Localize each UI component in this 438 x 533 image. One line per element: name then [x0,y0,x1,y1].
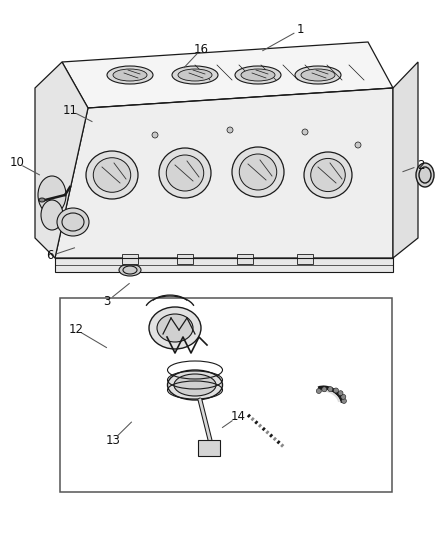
Ellipse shape [178,69,212,81]
Ellipse shape [107,66,153,84]
Polygon shape [55,88,393,258]
Ellipse shape [39,198,45,202]
Polygon shape [62,42,393,108]
Text: 16: 16 [194,43,209,55]
Ellipse shape [295,66,341,84]
Circle shape [328,386,333,392]
Circle shape [152,132,158,138]
Text: 12: 12 [68,323,83,336]
Ellipse shape [301,69,335,81]
Ellipse shape [62,213,84,231]
Ellipse shape [304,152,352,198]
Circle shape [341,394,346,399]
Bar [177,254,193,264]
Ellipse shape [239,154,277,190]
Polygon shape [55,258,393,272]
Ellipse shape [38,176,66,214]
Circle shape [322,387,327,392]
Ellipse shape [172,66,218,84]
Bar [198,440,220,456]
Ellipse shape [174,374,216,396]
Ellipse shape [419,167,431,183]
Polygon shape [35,62,88,258]
Circle shape [338,391,343,395]
Text: 6: 6 [46,249,54,262]
Circle shape [227,127,233,133]
Ellipse shape [86,151,138,199]
Text: 11: 11 [63,104,78,117]
Ellipse shape [235,66,281,84]
Ellipse shape [113,69,147,81]
Ellipse shape [93,158,131,192]
Bar [297,254,313,264]
Circle shape [302,129,308,135]
Bar [122,254,138,264]
Ellipse shape [157,314,193,342]
Text: 3: 3 [104,295,111,308]
Ellipse shape [159,148,211,198]
Ellipse shape [167,370,223,400]
Text: 2: 2 [417,159,424,172]
Ellipse shape [166,155,204,191]
Text: 13: 13 [106,434,120,447]
Circle shape [316,389,321,393]
Ellipse shape [123,266,137,274]
Ellipse shape [232,147,284,197]
Circle shape [333,388,339,393]
Text: 14: 14 [230,410,245,423]
Circle shape [342,399,346,403]
Ellipse shape [119,264,141,276]
Ellipse shape [57,208,89,236]
Ellipse shape [311,158,345,191]
Ellipse shape [241,69,275,81]
Bar [237,254,253,264]
Bar [60,298,392,492]
Circle shape [355,142,361,148]
Ellipse shape [149,307,201,349]
Ellipse shape [41,200,63,230]
Text: 1: 1 [296,23,304,36]
Ellipse shape [416,163,434,187]
Polygon shape [393,62,418,258]
Text: 10: 10 [9,156,24,169]
